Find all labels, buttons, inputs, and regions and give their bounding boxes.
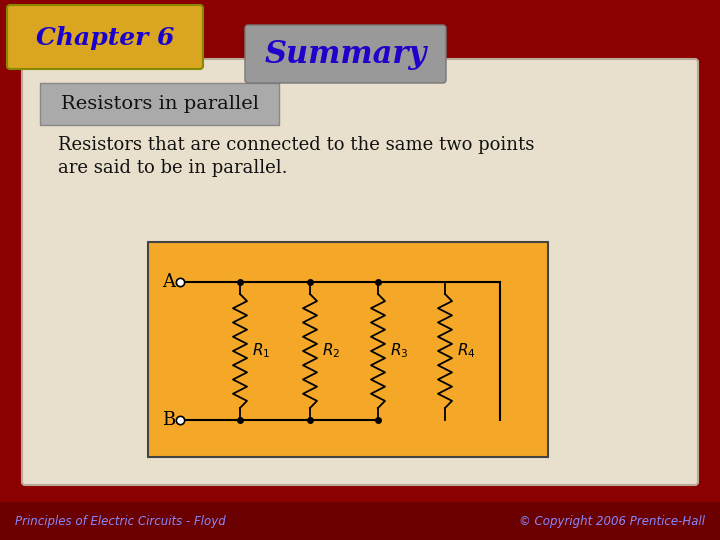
- Text: $\mathit{R}_{2}$: $\mathit{R}_{2}$: [322, 342, 341, 360]
- Text: © Copyright 2006 Prentice-Hall: © Copyright 2006 Prentice-Hall: [519, 515, 705, 528]
- Text: $\mathit{R}_{4}$: $\mathit{R}_{4}$: [457, 342, 476, 360]
- FancyBboxPatch shape: [40, 83, 279, 125]
- Text: Principles of Electric Circuits - Floyd: Principles of Electric Circuits - Floyd: [15, 515, 226, 528]
- Bar: [148, 242, 548, 457]
- Text: are said to be in parallel.: are said to be in parallel.: [58, 159, 287, 177]
- Text: $\mathit{R}_{3}$: $\mathit{R}_{3}$: [390, 342, 408, 360]
- Text: $\mathit{R}_{1}$: $\mathit{R}_{1}$: [252, 342, 270, 360]
- Text: Resistors that are connected to the same two points: Resistors that are connected to the same…: [58, 136, 534, 154]
- Text: A: A: [162, 273, 175, 291]
- FancyBboxPatch shape: [245, 25, 446, 83]
- Text: B: B: [162, 411, 175, 429]
- Text: Resistors in parallel: Resistors in parallel: [61, 95, 259, 113]
- Text: Summary: Summary: [265, 39, 427, 71]
- Bar: [0, 502, 720, 540]
- Text: Chapter 6: Chapter 6: [36, 26, 174, 50]
- FancyBboxPatch shape: [7, 5, 203, 69]
- FancyBboxPatch shape: [22, 59, 698, 485]
